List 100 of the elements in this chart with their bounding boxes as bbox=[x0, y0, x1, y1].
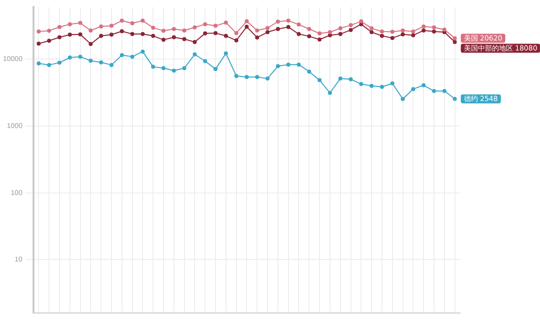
point bbox=[192, 25, 197, 30]
point bbox=[452, 96, 457, 101]
point bbox=[338, 76, 342, 81]
point bbox=[348, 23, 353, 28]
point bbox=[68, 32, 72, 37]
point bbox=[234, 38, 238, 42]
point bbox=[390, 81, 394, 86]
point bbox=[370, 84, 374, 88]
point bbox=[296, 22, 301, 27]
point bbox=[286, 25, 290, 30]
point bbox=[151, 26, 156, 30]
point bbox=[182, 37, 186, 42]
point bbox=[380, 29, 384, 34]
point bbox=[276, 27, 280, 32]
point bbox=[307, 70, 312, 74]
point bbox=[370, 26, 374, 30]
point bbox=[172, 35, 176, 40]
point bbox=[99, 60, 104, 64]
point bbox=[328, 30, 332, 34]
point bbox=[411, 87, 416, 92]
point bbox=[162, 66, 166, 70]
point bbox=[36, 42, 41, 46]
point bbox=[140, 18, 145, 23]
point bbox=[244, 75, 249, 80]
point bbox=[88, 28, 93, 32]
point bbox=[276, 20, 280, 24]
point bbox=[234, 31, 238, 36]
point bbox=[99, 34, 104, 38]
point bbox=[432, 89, 436, 94]
point bbox=[78, 32, 82, 36]
point bbox=[203, 22, 208, 26]
point bbox=[234, 74, 238, 78]
point bbox=[140, 50, 145, 54]
point bbox=[348, 77, 353, 82]
point bbox=[296, 62, 301, 67]
point bbox=[203, 31, 208, 36]
point bbox=[266, 76, 270, 81]
point bbox=[109, 62, 114, 67]
point bbox=[452, 36, 457, 40]
point bbox=[130, 54, 134, 59]
point bbox=[359, 19, 364, 24]
point bbox=[432, 25, 436, 30]
point bbox=[99, 24, 104, 28]
point bbox=[244, 24, 249, 29]
point bbox=[57, 35, 62, 40]
point bbox=[162, 28, 166, 33]
point bbox=[244, 19, 249, 24]
point bbox=[380, 84, 384, 89]
point bbox=[422, 28, 426, 32]
point bbox=[370, 30, 374, 34]
point bbox=[68, 56, 72, 60]
point bbox=[78, 20, 82, 25]
point bbox=[266, 30, 270, 34]
point bbox=[57, 60, 62, 65]
point bbox=[130, 21, 134, 26]
point bbox=[224, 20, 228, 25]
point bbox=[214, 24, 218, 28]
point bbox=[130, 32, 134, 36]
point bbox=[359, 82, 364, 86]
point bbox=[182, 66, 186, 70]
point bbox=[47, 28, 52, 33]
point bbox=[224, 34, 228, 38]
point bbox=[442, 89, 446, 94]
point bbox=[140, 32, 145, 36]
point bbox=[452, 40, 457, 44]
point bbox=[411, 33, 416, 38]
point bbox=[296, 32, 301, 36]
point bbox=[57, 25, 62, 30]
point bbox=[162, 38, 166, 42]
point bbox=[224, 51, 228, 56]
point bbox=[203, 59, 208, 64]
point bbox=[400, 28, 405, 32]
point bbox=[192, 40, 197, 44]
point bbox=[318, 38, 322, 42]
point bbox=[192, 52, 197, 56]
point bbox=[442, 28, 446, 32]
point bbox=[255, 75, 260, 80]
point bbox=[422, 83, 426, 88]
point bbox=[214, 67, 218, 72]
point bbox=[151, 34, 156, 38]
point bbox=[348, 28, 353, 32]
point bbox=[422, 24, 426, 28]
point bbox=[432, 29, 436, 34]
point bbox=[307, 34, 312, 38]
point bbox=[338, 32, 342, 36]
point bbox=[255, 28, 260, 32]
point bbox=[411, 29, 416, 34]
point bbox=[328, 33, 332, 38]
point bbox=[400, 96, 405, 101]
point bbox=[276, 64, 280, 68]
point bbox=[182, 28, 186, 32]
point bbox=[307, 27, 312, 32]
point bbox=[255, 36, 260, 40]
point bbox=[120, 53, 124, 58]
point bbox=[47, 62, 52, 67]
point bbox=[36, 61, 41, 66]
point bbox=[390, 30, 394, 34]
point bbox=[172, 68, 176, 73]
point bbox=[120, 18, 124, 23]
point bbox=[318, 31, 322, 36]
